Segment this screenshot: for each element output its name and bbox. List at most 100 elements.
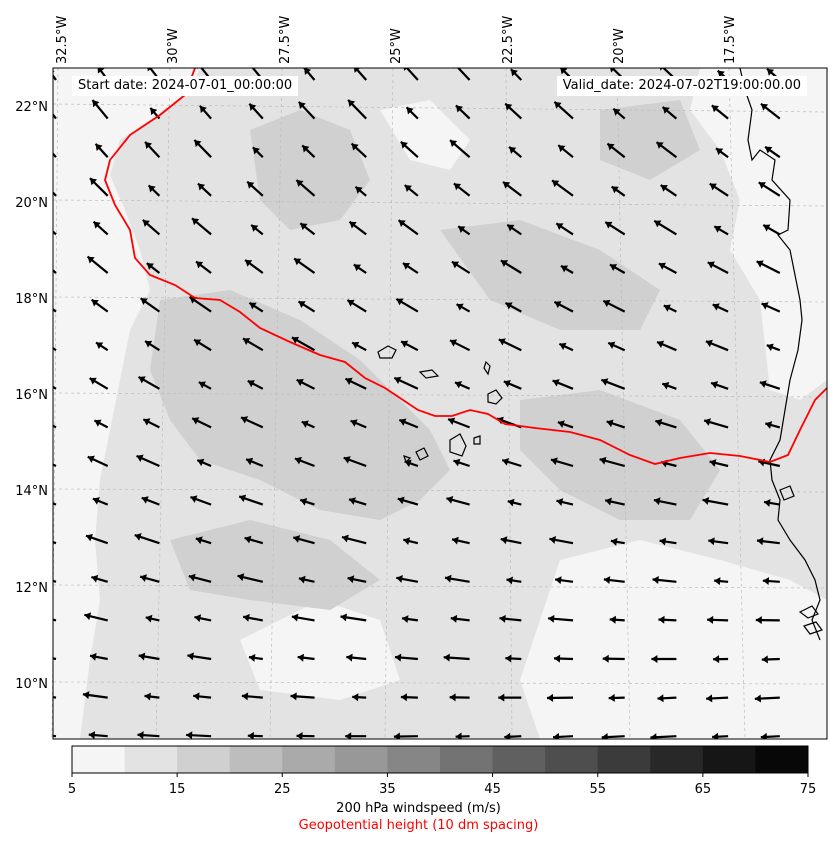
wind-arrow — [341, 534, 367, 545]
lat-label: 10°N — [15, 677, 48, 692]
wind-arrow — [506, 223, 522, 236]
wind-arrow — [402, 262, 419, 274]
calm-region-west — [53, 68, 200, 739]
wind-arrow — [53, 307, 57, 313]
wind-arrow — [550, 457, 574, 468]
wind-arrow — [187, 652, 212, 661]
wind-arrow — [191, 417, 212, 429]
wind-arrow — [504, 302, 522, 313]
wind-arrow — [612, 107, 626, 120]
latitude-labels: 22°N 20°N 18°N 16°N 14°N 12°N 10°N — [15, 100, 48, 692]
lon-label: 32.5°W — [55, 16, 70, 64]
wind-arrow — [604, 221, 626, 236]
colorbar-segment — [177, 746, 231, 773]
wind-arrow — [503, 380, 522, 390]
wind-arrow — [549, 535, 574, 545]
wind-arrow — [294, 456, 315, 468]
wind-arrow — [53, 113, 57, 120]
map-frame — [52, 67, 828, 740]
wind-arrow — [557, 144, 574, 159]
wind-arrow — [238, 494, 264, 506]
colorbar-segment — [334, 746, 388, 773]
wind-arrow — [394, 653, 418, 662]
colorbar-tick-label: 45 — [484, 782, 501, 797]
wind-arrow — [401, 615, 419, 624]
lon-label: 30°W — [166, 28, 181, 64]
jet-patch-north — [250, 110, 370, 230]
wind-arrow — [139, 574, 160, 583]
wind-arrow — [393, 732, 418, 739]
wind-arrow — [403, 68, 419, 81]
wind-arrow — [502, 181, 522, 197]
wind-arrow — [94, 143, 109, 158]
wind-arrow — [764, 145, 781, 159]
wind-arrow — [90, 298, 109, 313]
wind-arrow — [347, 575, 367, 584]
wind-arrow — [297, 653, 315, 662]
wind-arrow — [444, 574, 470, 583]
wind-arrow — [762, 577, 780, 586]
wind-arrow — [657, 694, 677, 703]
wind-arrow — [245, 457, 264, 468]
calm-region-southeast — [520, 540, 827, 739]
colorbar-segment — [124, 746, 178, 773]
wind-arrow — [346, 299, 367, 313]
wind-arrow — [504, 102, 523, 120]
wind-arrow — [713, 225, 729, 236]
wind-arrow — [242, 613, 264, 622]
wind-arrow — [498, 338, 522, 352]
wind-arrow — [449, 139, 471, 159]
valid-date-label: Valid_date: 2024-07-02T19:00:00.00 — [556, 76, 807, 96]
wind-arrow — [352, 693, 367, 702]
wind-arrow — [295, 179, 316, 197]
wind-arrow — [91, 99, 109, 120]
wind-arrow — [505, 654, 522, 663]
wind-arrow — [712, 303, 729, 313]
lat-label: 16°N — [15, 388, 48, 403]
colorbar-segment — [282, 746, 336, 773]
wind-arrow — [450, 614, 470, 623]
wind-arrow — [397, 219, 419, 236]
wind-arrow — [500, 259, 522, 274]
colorbar-segment — [387, 746, 441, 773]
colorbar-segment — [545, 746, 599, 773]
jet-patch-southwest — [170, 520, 380, 610]
wind-arrow — [658, 615, 677, 624]
wind-arrow — [404, 184, 419, 197]
wind-arrow — [137, 731, 160, 739]
wind-arrow — [350, 142, 367, 159]
lat-label: 12°N — [15, 581, 48, 596]
wind-arrow — [297, 101, 316, 120]
colorbar-tick-label: 25 — [274, 782, 291, 797]
wind-arrow — [552, 379, 574, 390]
wind-arrow — [501, 458, 522, 468]
wind-arrow — [499, 614, 522, 623]
wind-arrow — [87, 455, 109, 467]
wind-arrow — [193, 338, 212, 352]
wind-arrow — [301, 420, 315, 429]
longitude-labels: 32.5°W 30°W 27.5°W 25°W 22.5°W 20°W 17.5… — [55, 16, 738, 64]
wind-arrow — [652, 576, 677, 584]
wind-arrow — [765, 421, 781, 429]
wind-arrow — [454, 381, 471, 390]
colorbar-segment — [440, 746, 494, 773]
colorbar-segment — [72, 746, 126, 773]
wind-arrow — [290, 692, 315, 701]
colorbar-frame — [71, 745, 809, 774]
wind-arrow — [655, 141, 678, 159]
wind-arrow — [351, 341, 367, 352]
wind-arrow — [197, 182, 212, 197]
wind-arrow — [89, 377, 109, 390]
wind-arrow — [447, 417, 470, 429]
wind-arrow — [291, 613, 315, 622]
colorbar-ticks: 5 15 25 35 45 55 65 75 — [68, 773, 816, 797]
wind-arrow — [348, 497, 367, 506]
wind-arrow — [348, 220, 367, 236]
start-date-label: Start date: 2024-07-01_00:00:00 — [72, 76, 299, 96]
coastline — [377, 68, 823, 641]
wind-arrow — [661, 381, 677, 390]
wind-arrow — [714, 577, 729, 586]
wind-arrow — [250, 224, 264, 236]
wind-arrow — [552, 732, 574, 739]
